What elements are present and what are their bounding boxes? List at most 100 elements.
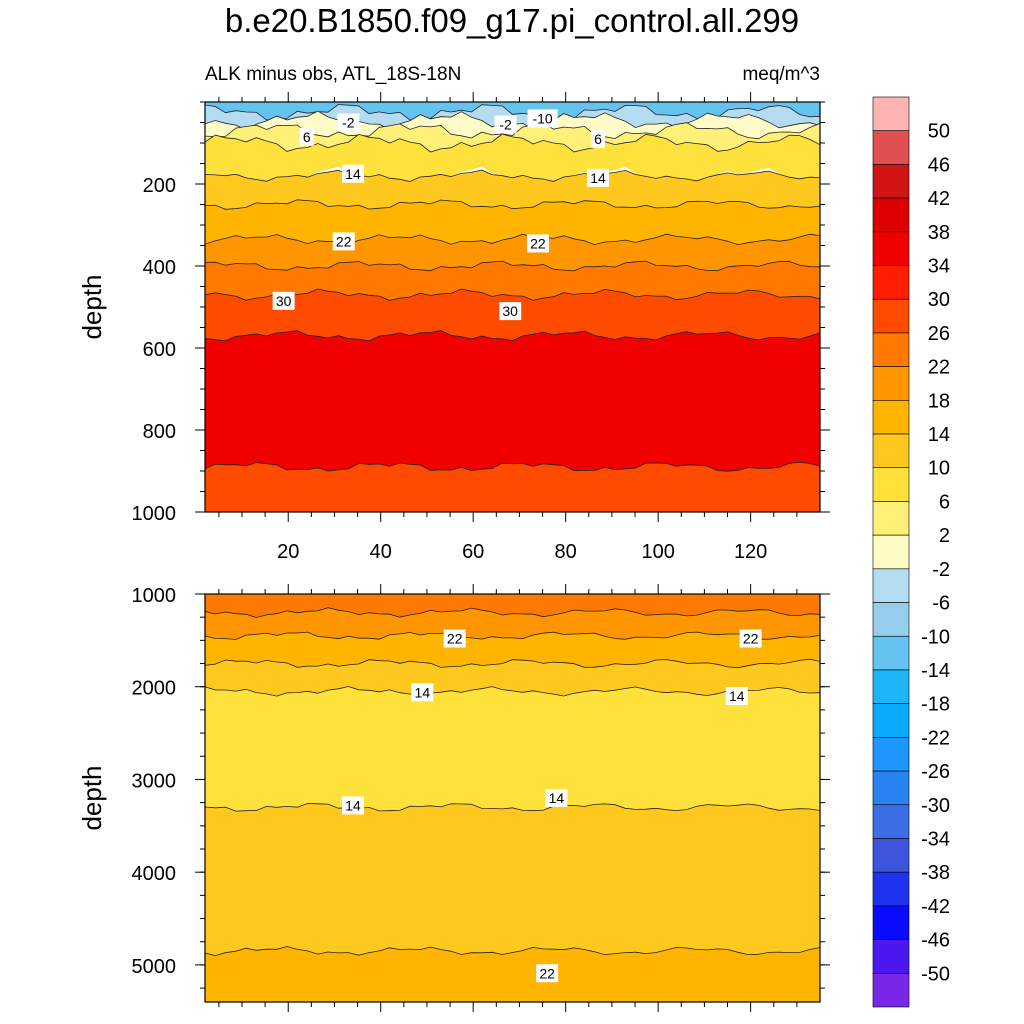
colorbar-swatch — [872, 534, 910, 570]
contour-label-box — [739, 629, 762, 648]
colorbar-swatch — [872, 703, 910, 738]
contour-label-text: 14 — [549, 790, 565, 806]
colorbar-swatch — [872, 501, 910, 536]
x-tick-label: 80 — [555, 541, 577, 563]
contour-line — [205, 133, 820, 153]
contour-label: -2 — [494, 115, 517, 134]
contour-band — [205, 686, 820, 812]
colorbar-swatch — [872, 804, 910, 839]
colorbar-swatch — [872, 164, 910, 199]
colorbar-label: -42 — [921, 896, 950, 918]
contour-field — [205, 594, 820, 1002]
colorbar-label: 26 — [928, 323, 950, 345]
contour-label-box — [526, 234, 549, 253]
y-tick-label: 5000 — [132, 956, 177, 978]
contour-label-box — [341, 796, 364, 815]
y-tick-label: 600 — [143, 339, 176, 361]
contour-band — [205, 946, 820, 1002]
contour-label-text: -10 — [532, 110, 552, 126]
contour-label-text: 30 — [502, 303, 518, 319]
contour-line — [205, 330, 820, 342]
contour-band — [205, 122, 820, 152]
contour-label: 22 — [739, 629, 762, 648]
contour-label-text: -2 — [499, 117, 512, 133]
contour-label-box — [332, 232, 355, 251]
colorbar-swatch — [872, 265, 910, 300]
contour-line — [205, 260, 820, 272]
main-title: b.e20.B1850.f09_g17.pi_control.all.299 — [224, 2, 800, 39]
contour-line — [205, 607, 820, 618]
colorbar-swatch — [872, 96, 910, 132]
contour-line — [205, 658, 820, 669]
contour-label-text: 6 — [303, 129, 311, 145]
contour-band — [205, 199, 820, 245]
colorbar-swatch — [872, 298, 910, 334]
colorbar: 50 46 42 38 34 30 26 22 18 14 10 6 2 -2 -6 -10 -14 -18 -22… — [872, 96, 950, 1008]
colorbar-swatch — [872, 231, 910, 266]
contour-label: 14 — [587, 168, 610, 187]
y-axis-title: depth — [77, 274, 107, 339]
contour-label-box — [527, 109, 558, 128]
units-subtitle: meq/m^3 — [742, 64, 820, 85]
contour-label: 14 — [725, 687, 748, 705]
contour-label-text: 14 — [729, 688, 745, 704]
contour-label-box — [536, 964, 559, 983]
contour-label-box — [545, 789, 568, 807]
contour-line — [205, 461, 820, 472]
y-tick-label: 1000 — [132, 585, 177, 607]
colorbar-label: 42 — [928, 188, 950, 210]
colorbar-swatch — [872, 669, 910, 704]
colorbar-label: 14 — [928, 424, 950, 446]
contour-line — [205, 946, 820, 957]
contour-label-box — [494, 115, 517, 134]
colorbar-label: -50 — [921, 963, 950, 985]
contour-label: 14 — [411, 683, 434, 702]
colorbar-label: -22 — [921, 727, 950, 749]
x-tick-label: 120 — [734, 541, 767, 563]
colorbar-label: 22 — [928, 357, 950, 379]
colorbar-label: -10 — [921, 626, 950, 648]
contour-band — [205, 102, 820, 120]
contour-label: 14 — [341, 796, 364, 815]
contour-label-text: 22 — [447, 631, 463, 647]
contour-label-text: 6 — [594, 131, 602, 147]
contour-band — [205, 462, 820, 512]
contour-label-text: 14 — [415, 684, 431, 700]
contour-band — [205, 594, 820, 618]
y-tick-label: 200 — [143, 175, 176, 197]
contour-label: 30 — [272, 291, 295, 310]
colorbar-swatch — [872, 972, 910, 1008]
y-tick-label: 2000 — [132, 678, 177, 700]
contour-label-text: 14 — [345, 797, 361, 813]
contour-band — [205, 607, 820, 640]
colorbar-label: -38 — [921, 862, 950, 884]
colorbar-swatch — [872, 737, 910, 772]
colorbar-swatch — [872, 838, 910, 873]
contour-line — [205, 233, 820, 246]
colorbar-swatch — [872, 568, 910, 603]
contour-label-text: 14 — [345, 166, 361, 182]
colorbar-label: -6 — [932, 593, 950, 615]
colorbar-swatch — [872, 770, 910, 806]
contour-label: 14 — [545, 789, 568, 807]
contour-line — [205, 199, 820, 210]
contour-label: -10 — [527, 109, 558, 128]
chart-panel-upper: -2 6 -2 -10 6 14 14 22 22 30 30 20 40 60 80 100 120 200 40… — [77, 92, 830, 563]
contour-band — [205, 659, 820, 697]
contour-label: 22 — [332, 232, 355, 251]
contour-label: -2 — [337, 113, 360, 132]
colorbar-swatch — [872, 400, 910, 435]
contour-label: 6 — [591, 129, 606, 148]
chart-panel-lower: 22 22 14 14 14 14 22 1000 2000 3000 4000 5000 depth — [77, 584, 830, 1012]
contour-label-text: -2 — [342, 115, 355, 131]
contour-label-box — [587, 168, 610, 187]
colorbar-label: -46 — [921, 930, 950, 952]
contour-label-box — [411, 683, 434, 702]
contour-band — [205, 234, 820, 271]
contour-label: 22 — [443, 629, 466, 648]
contour-line — [205, 686, 820, 697]
colorbar-label: 30 — [928, 289, 950, 311]
colorbar-label: 2 — [939, 525, 950, 547]
